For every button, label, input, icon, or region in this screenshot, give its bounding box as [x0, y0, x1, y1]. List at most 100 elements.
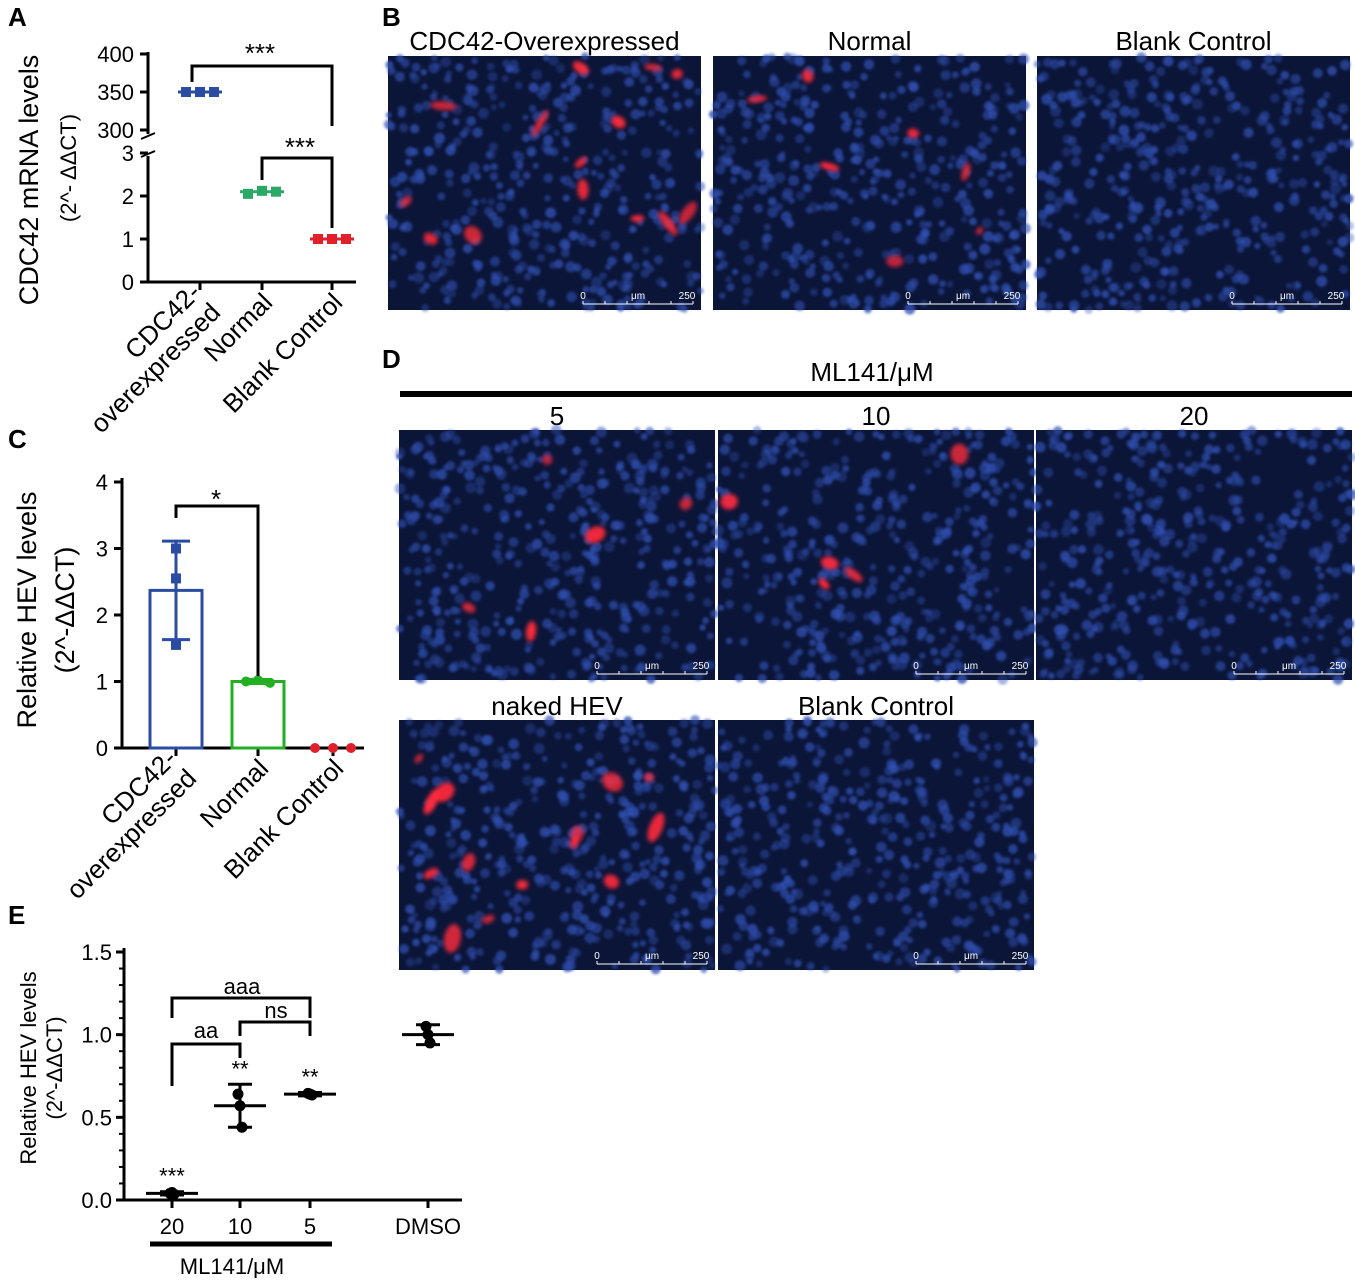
nucleus: [696, 223, 705, 232]
nucleus: [422, 84, 428, 90]
panel-letter-d: D: [382, 344, 401, 374]
nucleus: [435, 548, 442, 555]
nucleus: [1043, 468, 1053, 478]
nucleus: [1177, 611, 1186, 620]
nucleus: [741, 867, 750, 876]
nucleus: [851, 217, 860, 226]
nucleus: [494, 466, 503, 475]
nucleus: [926, 221, 932, 227]
nucleus: [552, 490, 562, 500]
nucleus: [673, 912, 679, 918]
nucleus: [924, 135, 932, 143]
nucleus: [447, 801, 453, 807]
nucleus: [1032, 484, 1043, 495]
nucleus: [436, 618, 445, 627]
nucleus: [1133, 605, 1140, 612]
nucleus: [506, 285, 515, 294]
nucleus: [1301, 230, 1310, 239]
nucleus: [721, 577, 732, 588]
panel-a-sig-label: ***: [285, 132, 315, 162]
nucleus: [1016, 483, 1024, 491]
nucleus: [1069, 300, 1080, 311]
nucleus: [735, 914, 746, 925]
nucleus: [1321, 190, 1330, 199]
nucleus: [546, 503, 554, 511]
nucleus: [849, 93, 855, 99]
nucleus: [547, 623, 557, 633]
nucleus: [695, 88, 702, 95]
nucleus: [672, 610, 680, 618]
nucleus: [506, 550, 515, 559]
nucleus: [404, 468, 415, 479]
nucleus: [451, 224, 462, 235]
nucleus: [1319, 264, 1328, 273]
nucleus: [1131, 432, 1140, 441]
nucleus: [1141, 514, 1152, 525]
nucleus: [984, 259, 994, 269]
nucleus: [635, 768, 642, 775]
nucleus: [839, 925, 849, 935]
nucleus: [916, 235, 925, 244]
nucleus: [474, 886, 481, 893]
nucleus: [1114, 492, 1121, 499]
nucleus: [971, 78, 982, 89]
nucleus: [446, 145, 456, 155]
nucleus: [1258, 535, 1265, 542]
nucleus: [716, 265, 722, 271]
nucleus: [560, 93, 570, 103]
nucleus: [1020, 890, 1026, 896]
nucleus: [999, 803, 1008, 812]
nucleus: [651, 965, 661, 975]
nucleus: [1323, 166, 1332, 175]
panel-b-image-title: Blank Control: [1115, 26, 1271, 56]
nucleus: [1089, 168, 1097, 176]
nucleus: [809, 639, 816, 646]
nucleus: [499, 510, 509, 520]
nucleus: [1205, 294, 1213, 302]
nucleus: [943, 107, 952, 116]
nucleus: [978, 614, 987, 623]
panel-b-image-title: CDC42-Overexpressed: [409, 26, 679, 56]
nucleus: [517, 179, 525, 187]
nucleus: [1085, 587, 1092, 594]
scalebar-end-label: 250: [693, 661, 710, 672]
nucleus: [620, 471, 629, 480]
nucleus: [454, 498, 461, 505]
nucleus: [620, 537, 627, 544]
scalebar-end-label: 250: [1330, 661, 1347, 672]
nucleus: [539, 519, 545, 525]
nucleus: [1067, 136, 1077, 146]
nucleus: [941, 70, 951, 80]
nucleus: [837, 277, 843, 283]
scalebar-end-label: 250: [1012, 661, 1029, 672]
nucleus: [442, 885, 452, 895]
nucleus: [455, 63, 463, 71]
nucleus: [406, 820, 416, 830]
nucleus: [704, 557, 715, 568]
nucleus: [686, 469, 693, 476]
nucleus: [544, 195, 550, 201]
nucleus: [438, 193, 446, 201]
nucleus: [1270, 174, 1279, 183]
nucleus: [1279, 528, 1287, 536]
nucleus: [930, 104, 936, 110]
nucleus: [529, 105, 536, 112]
nucleus: [496, 182, 503, 189]
panel-a-point: [327, 234, 337, 244]
nucleus: [1216, 167, 1226, 177]
nucleus: [1006, 103, 1013, 110]
nucleus: [512, 440, 519, 447]
nucleus: [684, 558, 692, 566]
nucleus: [868, 186, 877, 195]
nucleus: [1046, 500, 1053, 507]
nucleus: [938, 288, 945, 295]
nucleus: [583, 303, 591, 311]
nucleus: [450, 585, 459, 594]
nucleus: [850, 80, 859, 89]
nucleus: [661, 635, 670, 644]
nucleus: [922, 448, 930, 456]
nucleus: [683, 260, 691, 268]
nucleus: [403, 188, 413, 198]
nucleus: [618, 902, 625, 909]
nucleus: [1166, 93, 1174, 101]
